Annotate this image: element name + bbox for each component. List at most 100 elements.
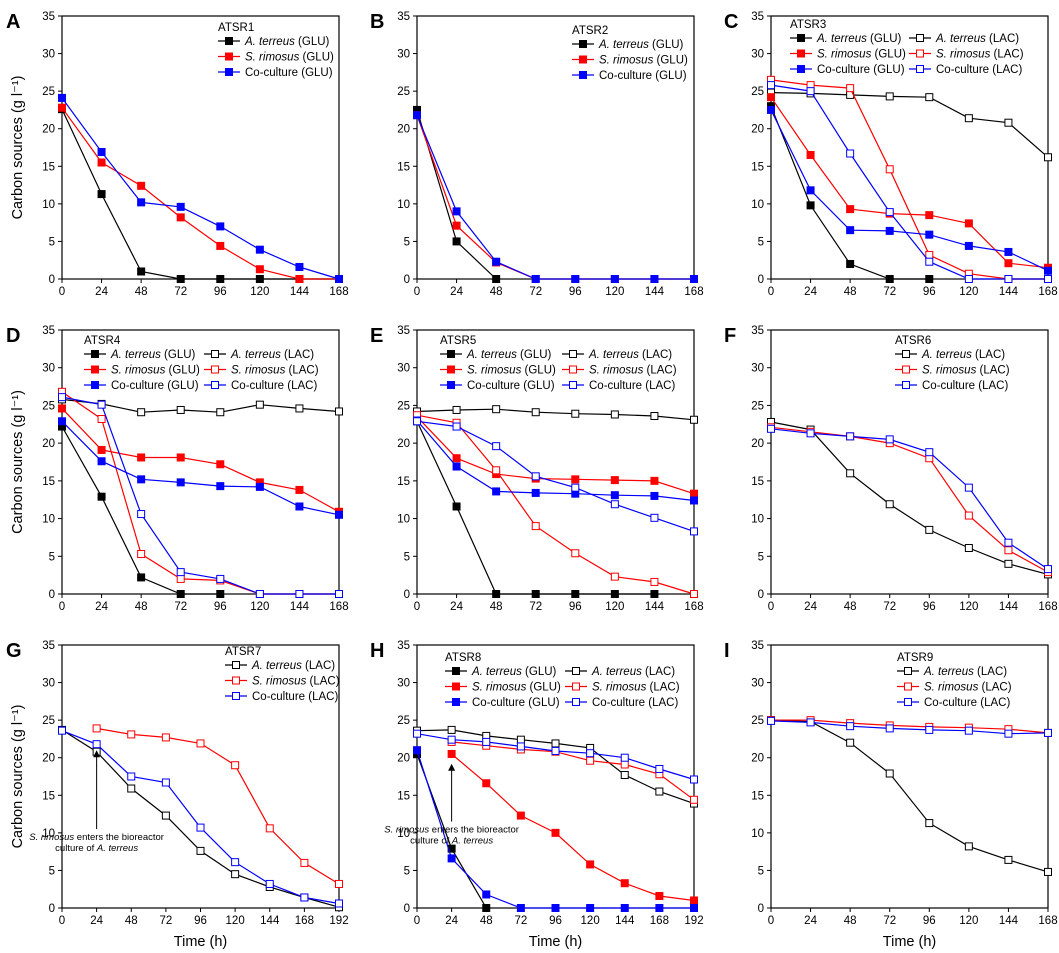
series-line: [416, 408, 695, 421]
series-line: [61, 396, 339, 595]
x-tick-label: 72: [529, 286, 542, 298]
data-point: [571, 275, 580, 283]
legend-marker: [902, 381, 910, 389]
legend-italic: A. terreus: [251, 660, 302, 672]
legend-rest: (GLU): [517, 349, 552, 361]
series-line: [770, 84, 1048, 280]
data-point: [846, 84, 855, 93]
y-tick-label: 30: [751, 49, 764, 61]
data-point: [690, 527, 698, 536]
y-tick-label: 10: [42, 828, 55, 840]
legend-marker: [452, 667, 460, 675]
data-point: [97, 190, 106, 199]
data-point: [964, 275, 973, 283]
data-point: [964, 219, 973, 228]
data-point: [531, 472, 540, 481]
legend-rest: (LAC): [976, 365, 1009, 377]
data-point: [925, 93, 934, 102]
legend-entry: Co-culture (LAC): [592, 697, 678, 709]
data-point: [610, 590, 619, 598]
x-tick-label: 72: [514, 915, 527, 927]
y-tick-label: 10: [42, 514, 55, 526]
data-point: [335, 590, 343, 598]
legend-marker: [225, 37, 233, 45]
x-tick-label: 120: [250, 286, 269, 298]
legend-entry: Co-culture (LAC): [252, 691, 338, 703]
legend-marker: [916, 65, 924, 73]
legend-marker: [579, 71, 587, 79]
legend-entry: Co-culture (GLU): [111, 380, 199, 392]
data-point: [516, 735, 525, 744]
legend-rest: Co-culture (GLU): [599, 70, 687, 82]
data-point: [482, 890, 491, 899]
legend-marker: [569, 350, 577, 358]
x-tick-label: 24: [445, 915, 458, 927]
legend-marker: [225, 52, 233, 61]
series-line: [771, 719, 1049, 734]
data-point: [531, 275, 540, 283]
data-point: [300, 893, 309, 902]
data-point: [964, 483, 973, 492]
y-tick-label: 25: [397, 400, 410, 412]
data-point: [255, 265, 264, 274]
series-line: [770, 79, 1048, 280]
annotation-italic: A. terreus: [451, 836, 493, 847]
data-point: [571, 409, 580, 418]
x-tick-label: 24: [804, 286, 817, 298]
data-point: [58, 393, 66, 402]
legend-marker: [916, 34, 924, 42]
data-point: [176, 590, 185, 598]
legend-marker: [232, 661, 240, 669]
data-point: [137, 181, 146, 190]
panel-letter: I: [724, 640, 730, 662]
data-point: [885, 208, 894, 217]
legend-entry: A. terreus (GLU): [244, 36, 330, 48]
series-line: [770, 426, 1049, 573]
data-point: [196, 823, 205, 832]
y-tick-label: 15: [397, 476, 410, 488]
y-tick-label: 15: [397, 161, 410, 173]
data-point: [964, 842, 973, 851]
x-tick-label: 120: [605, 286, 624, 298]
legend-italic: A. terreus: [935, 33, 986, 45]
data-point: [964, 726, 973, 735]
legend-entry: Co-culture (LAC): [924, 697, 1010, 709]
data-point: [620, 753, 629, 762]
data-point: [516, 742, 525, 751]
data-point: [964, 543, 973, 552]
data-point: [1044, 728, 1052, 737]
annotation-rest: enters the bioreactor: [429, 825, 519, 836]
x-tick-label: 24: [90, 915, 103, 927]
data-point: [492, 442, 501, 451]
legend-italic: A. terreus: [244, 36, 295, 48]
y-tick-label: 20: [42, 753, 55, 765]
x-tick-label: 0: [768, 286, 774, 298]
legend-italic: S. rimosus: [467, 365, 522, 377]
data-point: [1044, 565, 1052, 574]
panel-title: ATSR4: [84, 335, 121, 347]
x-tick-label: 144: [645, 601, 665, 613]
data-point: [335, 510, 343, 519]
legend-rest: (LAC): [990, 49, 1023, 61]
data-point: [452, 502, 461, 511]
data-point: [964, 114, 973, 123]
series-line: [451, 753, 695, 902]
data-point: [295, 590, 304, 598]
x-tick-label: 168: [329, 601, 348, 613]
data-point: [885, 165, 894, 174]
data-point: [492, 405, 501, 414]
series-line: [416, 114, 694, 280]
legend-entry: Co-culture (LAC): [589, 380, 675, 392]
data-point: [176, 213, 185, 222]
legend-entry: A. terreus (LAC): [921, 349, 1005, 361]
legend-rest: (GLU): [521, 365, 556, 377]
data-point: [58, 103, 66, 112]
x-tick-label: 72: [529, 601, 542, 613]
legend-italic: S. rimosus: [589, 365, 644, 377]
panel-e: E 0 5 10 15 20 25 30 35 0 24 48 72 96 120 144 168 ATSR5 A.…: [370, 325, 704, 613]
legend-marker: [211, 350, 219, 358]
data-point: [531, 488, 540, 497]
legend-entry: A. terreus (GLU): [466, 349, 552, 361]
panel-title: ATSR6: [895, 335, 931, 347]
y-tick-label: 25: [42, 86, 55, 98]
